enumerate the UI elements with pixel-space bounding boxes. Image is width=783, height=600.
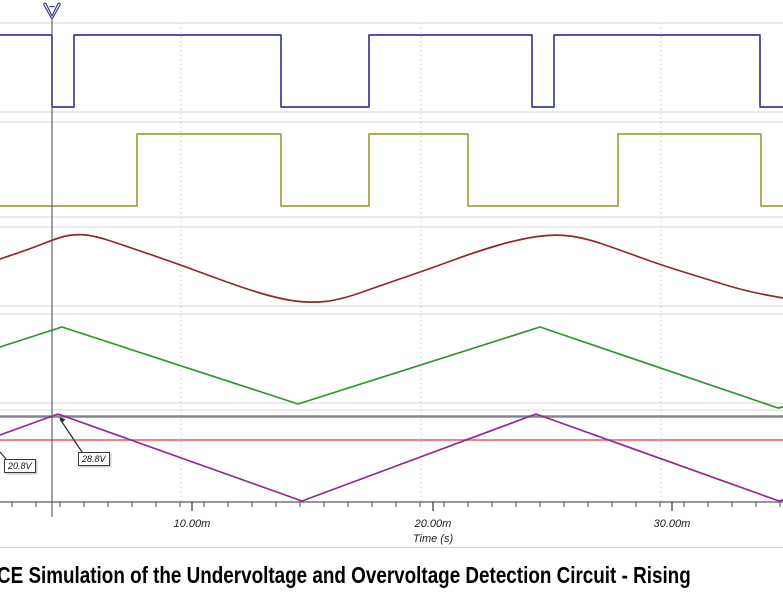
cursor-handle-icon[interactable] [43,2,61,20]
series-undervoltage-comparator-output [0,133,783,207]
series-input-supply-voltage [0,413,783,502]
series-overvoltage-comparator-output [0,34,783,108]
waveform-svg: 10.00m 20.00m 30.00m Time (s) [0,2,783,545]
x-tick-label: 20.00m [414,518,452,530]
gridlines-layer [0,22,783,502]
series-divided-sense-voltage [0,326,783,409]
x-axis-layer: 10.00m 20.00m 30.00m Time (s) [0,501,783,545]
series-layer [0,34,783,502]
chart-title: CE Simulation of the Undervoltage and Ov… [0,562,691,588]
threshold-lines-layer [0,415,783,441]
callout-28-8v[interactable]: 28.8V [78,452,110,466]
x-tick-label: 30.00m [654,518,691,530]
x-axis-title: Time (s) [413,533,454,545]
cursor-layer [43,2,61,517]
series-filtered-sense-voltage [0,233,783,303]
annotation-arrows-layer [0,417,83,460]
callout-20-8-leader-line [0,451,7,460]
x-tick-label: 10.00m [174,518,211,530]
caption-bar: CE Simulation of the Undervoltage and Ov… [0,547,783,600]
callout-28-8-leader-line [59,418,83,453]
callout-20-8v[interactable]: 20.8V [4,459,36,473]
callout-28-8-arrowhead [59,417,66,423]
